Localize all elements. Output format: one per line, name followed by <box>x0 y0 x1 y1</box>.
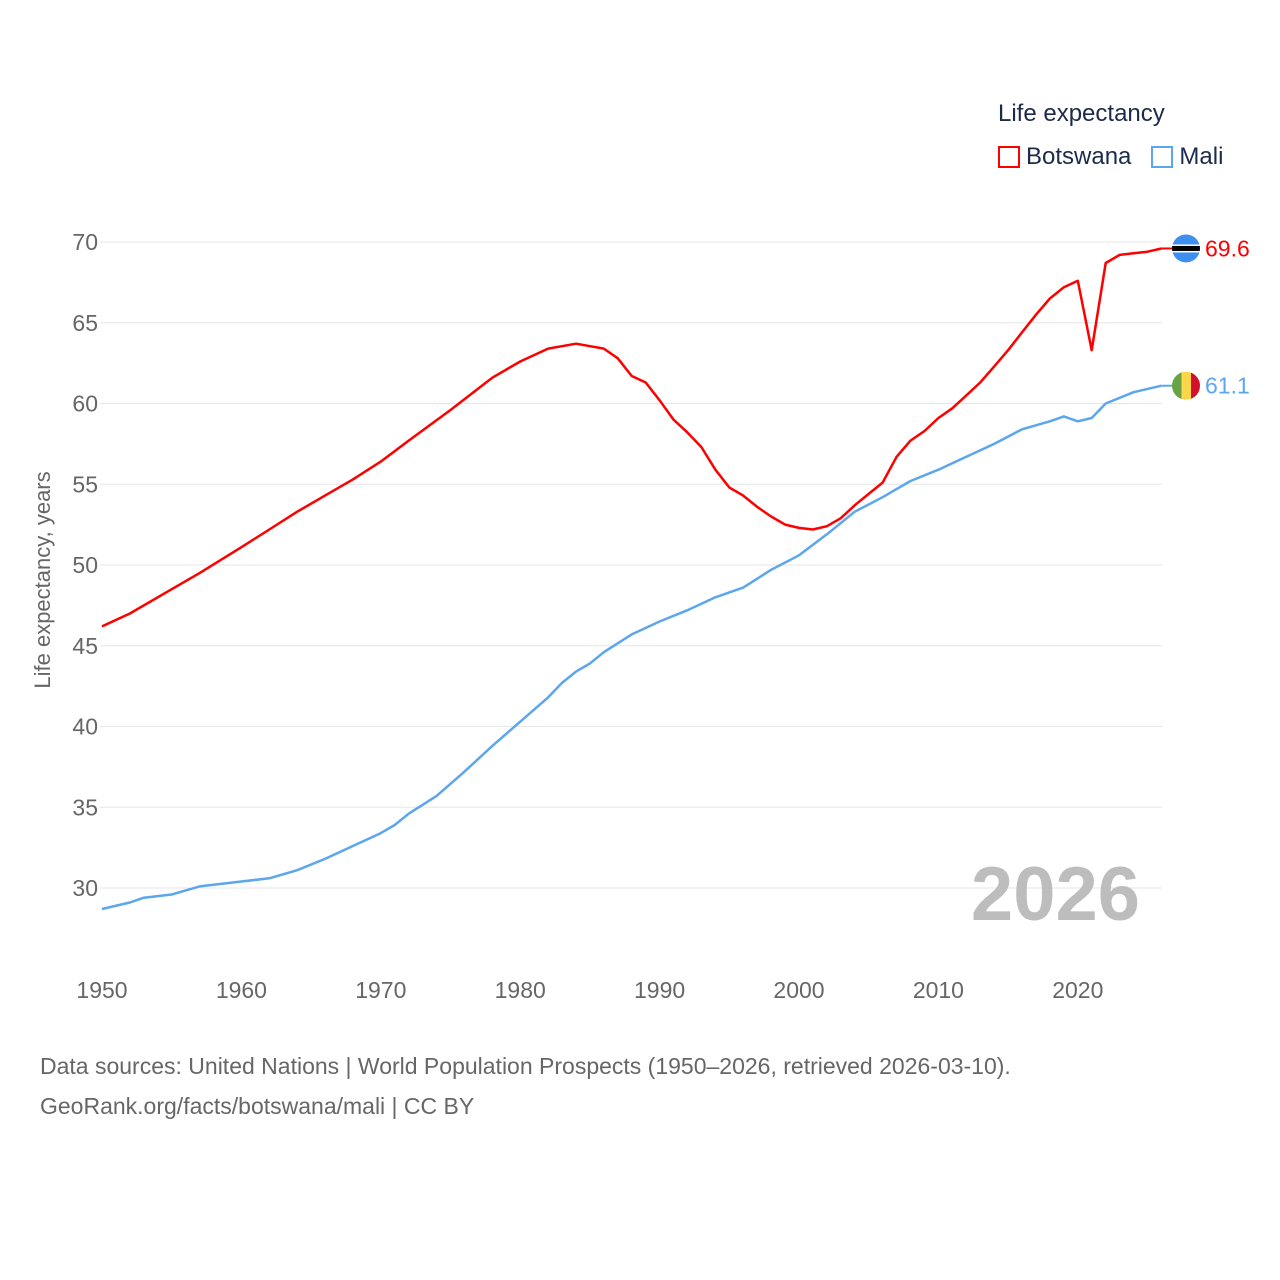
y-axis-label: Life expectancy, years <box>30 471 55 688</box>
legend-swatch-botswana <box>998 146 1020 168</box>
legend-swatch-mali <box>1151 146 1174 168</box>
flag-body <box>1172 371 1200 400</box>
flag-red <box>1191 371 1200 400</box>
end-value-label: 69.6 <box>1205 235 1250 261</box>
legend-item-mali[interactable]: Mali <box>1151 143 1223 171</box>
series-line-botswana <box>101 247 1162 628</box>
x-tick-label: 1950 <box>76 977 127 1003</box>
mali-flag-icon <box>1172 371 1200 400</box>
y-tick-label: 45 <box>72 633 98 659</box>
flag-green <box>1172 371 1182 400</box>
source-note: Data sources: United Nations | World Pop… <box>40 1046 1011 1126</box>
flag-black <box>1172 245 1200 251</box>
flag-body <box>1172 234 1200 263</box>
botswana-flag-icon <box>1172 234 1200 263</box>
y-tick-label: 65 <box>72 310 98 336</box>
x-tick-label: 1990 <box>634 977 685 1003</box>
legend-title: Life expectancy <box>998 100 1165 127</box>
y-tick-label: 70 <box>72 229 98 255</box>
x-tick-label: 2020 <box>1052 977 1103 1003</box>
y-tick-label: 35 <box>72 794 98 820</box>
flag-yellow <box>1181 371 1191 400</box>
y-tick-label: 60 <box>72 391 98 417</box>
year-overlay: 2026 <box>971 852 1140 937</box>
x-tick-label: 1970 <box>355 977 406 1003</box>
legend-item-botswana[interactable]: Botswana <box>998 143 1131 171</box>
legend-label: Mali <box>1179 143 1224 170</box>
x-tick-label: 1980 <box>495 977 546 1003</box>
x-tick-label: 2010 <box>913 977 964 1003</box>
data-source: Data sources: United Nations | World Pop… <box>40 1053 1011 1079</box>
x-tick-label: 2000 <box>773 977 824 1003</box>
legend: Botswana Mali <box>998 143 1223 171</box>
series-line-mali <box>101 384 1162 911</box>
y-tick-label: 50 <box>72 552 98 578</box>
credit-link[interactable]: GeoRank.org/facts/botswana/mali | CC BY <box>40 1093 475 1119</box>
y-tick-label: 40 <box>72 714 98 740</box>
y-tick-label: 30 <box>72 875 98 901</box>
y-tick-label: 55 <box>72 471 98 497</box>
x-tick-label: 1960 <box>216 977 267 1003</box>
legend-label: Botswana <box>1026 143 1132 170</box>
end-value-label: 61.1 <box>1205 373 1250 399</box>
